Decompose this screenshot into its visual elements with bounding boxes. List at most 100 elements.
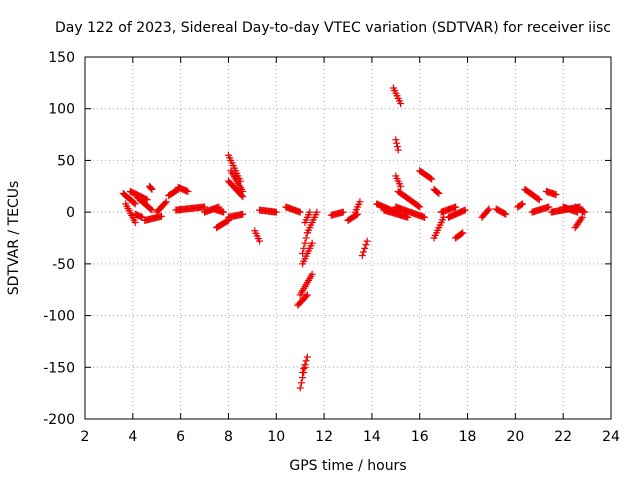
data-point (458, 230, 466, 238)
x-tick-label: 8 (224, 429, 233, 445)
data-point (239, 210, 247, 218)
data-point (517, 201, 525, 209)
y-tick-label: -200 (43, 412, 75, 428)
y-tick-label: -150 (43, 360, 75, 376)
data-point (147, 184, 155, 192)
x-tick-label: 18 (459, 429, 477, 445)
data-point (358, 252, 366, 260)
data-point (158, 212, 166, 220)
chart-title: Day 122 of 2023, Sidereal Day-to-day VTE… (55, 20, 611, 36)
data-point (303, 353, 311, 361)
data-point (392, 136, 400, 144)
x-tick-label: 12 (315, 429, 333, 445)
data-point (302, 357, 310, 365)
data-point (299, 368, 307, 376)
data-point (393, 143, 401, 151)
y-tick-label: 150 (48, 50, 75, 66)
data-point (580, 207, 588, 215)
data-point (297, 379, 305, 387)
data-point (306, 208, 314, 216)
data-point (416, 203, 424, 211)
x-tick-label: 24 (602, 429, 620, 445)
data-point (148, 206, 156, 214)
data-point (362, 241, 370, 249)
x-tick-labels: 2 4 6 8 10 12 14 16 18 20 22 24 (81, 429, 620, 445)
data-point (220, 208, 228, 216)
data-point (535, 196, 543, 204)
data-point (360, 248, 368, 256)
y-tick-label: -50 (52, 257, 75, 273)
axis-ticks (84, 56, 612, 420)
data-point (519, 200, 527, 208)
x-tick-label: 22 (554, 429, 572, 445)
data-point (581, 208, 589, 216)
data-point (577, 215, 585, 223)
data-point (578, 213, 586, 221)
data-point (301, 361, 309, 369)
data-point (148, 185, 156, 193)
data-point (162, 198, 170, 206)
data-point (300, 365, 308, 373)
data-point (426, 174, 434, 182)
x-tick-label: 10 (267, 429, 285, 445)
x-tick-label: 6 (176, 429, 185, 445)
data-point (415, 202, 423, 210)
y-tick-label: 50 (57, 153, 75, 169)
data-point (394, 146, 402, 154)
data-point (534, 195, 542, 203)
plot-frame (84, 56, 612, 420)
data-point (313, 208, 321, 216)
data-points (119, 84, 589, 392)
data-point (147, 205, 155, 213)
x-tick-label: 20 (506, 429, 524, 445)
data-point (356, 198, 364, 206)
data-point (361, 244, 369, 252)
data-point (296, 208, 304, 216)
data-point (300, 244, 308, 252)
data-point (238, 191, 246, 199)
data-point (545, 203, 553, 211)
data-point (131, 218, 139, 226)
data-point (256, 237, 264, 245)
data-point (130, 199, 138, 207)
data-point (434, 188, 442, 196)
data-point (552, 191, 560, 199)
x-tick-label: 14 (363, 429, 381, 445)
data-point (485, 205, 493, 213)
data-point (272, 208, 280, 216)
data-point (363, 237, 371, 245)
data-point (502, 210, 510, 218)
data-point (239, 193, 247, 201)
data-point (303, 291, 311, 299)
x-tick-label: 16 (411, 429, 429, 445)
data-point (393, 139, 401, 147)
data-point (339, 208, 347, 216)
data-point (184, 187, 192, 195)
data-point (223, 217, 231, 225)
data-point (452, 203, 460, 211)
data-point (308, 239, 316, 247)
y-tick-label: 0 (66, 205, 75, 221)
data-point (302, 292, 310, 300)
x-axis-label: GPS time / hours (289, 458, 406, 474)
data-point (397, 182, 405, 190)
data-point (296, 384, 304, 392)
data-point (435, 190, 443, 198)
data-point (131, 200, 139, 208)
data-point (421, 213, 429, 221)
y-tick-label: -100 (43, 309, 75, 325)
data-point (461, 206, 469, 214)
data-point (501, 210, 509, 218)
data-point (484, 206, 492, 214)
data-point (302, 234, 310, 242)
data-point (428, 175, 436, 183)
data-point (397, 100, 405, 108)
data-point (308, 270, 316, 278)
data-point (299, 250, 307, 258)
x-tick-label: 4 (128, 429, 137, 445)
y-tick-label: 100 (48, 102, 75, 118)
data-point (161, 199, 169, 207)
data-point (143, 196, 151, 204)
data-point (404, 213, 412, 221)
